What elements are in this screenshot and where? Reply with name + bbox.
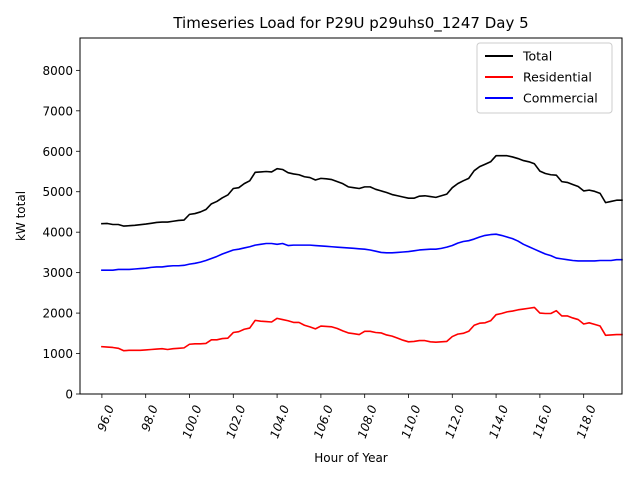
y-tick-label: 7000: [42, 104, 73, 118]
y-tick-label: 3000: [42, 266, 73, 280]
axes-frame: [79, 37, 623, 395]
y-tick-label: 8000: [42, 64, 73, 78]
y-tick-label: 1000: [42, 347, 73, 361]
legend-label-total: Total: [522, 49, 552, 64]
legend: Total Residential Commercial: [476, 42, 613, 114]
series-line-residential: [101, 306, 623, 352]
legend-box: [476, 42, 613, 114]
x-axis-label: Hour of Year: [314, 451, 388, 465]
series-line-commercial: [101, 233, 623, 272]
series-line-total: [101, 154, 623, 227]
legend-label-commercial: Commercial: [523, 91, 598, 106]
y-tick-label: 0: [65, 388, 73, 402]
y-tick-label: 6000: [42, 145, 73, 159]
y-tick-label: 4000: [42, 226, 73, 240]
legend-label-residential: Residential: [523, 70, 592, 85]
y-axis-label: kW total: [14, 191, 28, 241]
chart-title: Timeseries Load for P29U p29uhs0_1247 Da…: [172, 14, 528, 33]
y-tick-label: 5000: [42, 185, 73, 199]
y-tick-label: 2000: [42, 307, 73, 321]
